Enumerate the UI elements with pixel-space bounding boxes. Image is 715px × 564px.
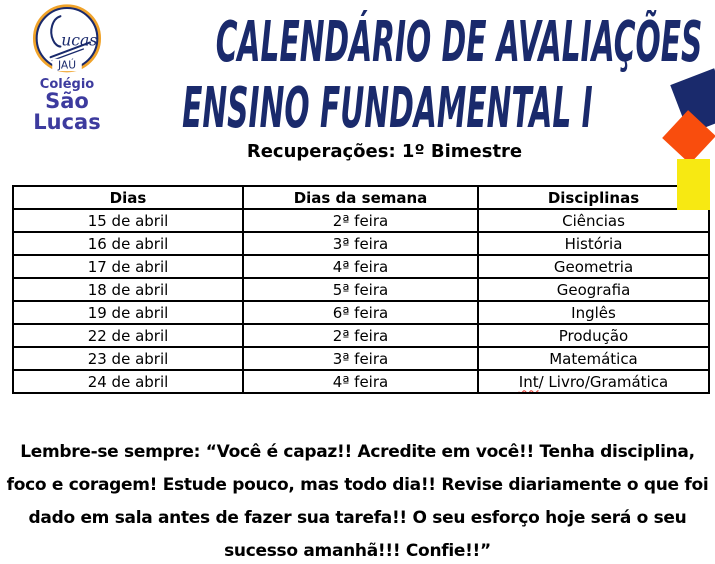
quote-line: foco e coragem! Estude pouco, mas todo d… xyxy=(6,475,709,495)
table-row: 24 de abril 4ª feira Int/ Livro/Gramátic… xyxy=(12,369,710,394)
quote-line: dado em sala antes de fazer sua tarefa!!… xyxy=(28,508,687,528)
cell-dia: 19 de abril xyxy=(12,300,244,325)
svg-text:ucas: ucas xyxy=(61,32,97,50)
table-row: 22 de abril 2ª feira Produção xyxy=(12,323,710,348)
table-row: 19 de abril 6ª feira Inglês xyxy=(12,300,710,325)
cell-dia: 18 de abril xyxy=(12,277,244,302)
cell-disciplina: História xyxy=(477,231,710,256)
logo-city-label: JAÚ xyxy=(57,59,76,72)
cell-dia-semana: 3ª feira xyxy=(242,346,479,371)
cell-disciplina-rest: / Livro/Gramática xyxy=(538,372,669,391)
column-header-dias-da-semana: Dias da semana xyxy=(242,185,479,210)
quote-line: Lembre-se sempre: “Você é capaz!! Acredi… xyxy=(20,442,695,462)
cell-dia-semana: 4ª feira xyxy=(242,369,479,394)
cell-disciplina: Ciências xyxy=(477,208,710,233)
column-header-dias: Dias xyxy=(12,185,244,210)
cell-dia-semana: 5ª feira xyxy=(242,277,479,302)
cell-disciplina: Geografia xyxy=(477,277,710,302)
cell-disciplina: Int/ Livro/Gramática xyxy=(477,369,710,394)
cell-dia-semana: 2ª feira xyxy=(242,208,479,233)
school-badge-icon: ucas JAÚ xyxy=(32,4,102,73)
logo-school-type: Colégio xyxy=(39,77,95,92)
cell-disciplina: Matemática xyxy=(477,346,710,371)
page-title-line1: CALENDÁRIO DE AVALIAÇÕES xyxy=(215,10,703,75)
table-row: 16 de abril 3ª feira História xyxy=(12,231,710,256)
cell-dia-semana: 4ª feira xyxy=(242,254,479,279)
cell-disciplina: Inglês xyxy=(477,300,710,325)
cell-disciplina: Geometria xyxy=(477,254,710,279)
subtitle-recuperacoes: Recuperações: 1º Bimestre xyxy=(246,141,523,162)
cell-disciplina: Produção xyxy=(477,323,710,348)
cell-dia: 24 de abril xyxy=(12,369,244,394)
cell-dia-semana: 6ª feira xyxy=(242,300,479,325)
cell-dia: 23 de abril xyxy=(12,346,244,371)
motivational-quote: Lembre-se sempre: “Você é capaz!! Acredi… xyxy=(0,436,715,564)
cell-dia-semana: 2ª feira xyxy=(242,323,479,348)
table-row: 15 de abril 2ª feira Ciências xyxy=(12,208,710,233)
cell-dia-semana: 3ª feira xyxy=(242,231,479,256)
table-row: 23 de abril 3ª feira Matemática xyxy=(12,346,710,371)
quote-line: sucesso amanhã!!! Confie!!” xyxy=(224,541,491,561)
cell-dia: 17 de abril xyxy=(12,254,244,279)
table-row: 18 de abril 5ª feira Geografia xyxy=(12,277,710,302)
spellchecked-word: Int xyxy=(518,372,539,391)
column-header-disciplinas: Disciplinas xyxy=(477,185,710,210)
cell-dia: 15 de abril xyxy=(12,208,244,233)
schedule-table: Dias Dias da semana Disciplinas 15 de ab… xyxy=(12,185,710,394)
cell-dia: 22 de abril xyxy=(12,323,244,348)
decor-yellow-rect xyxy=(677,159,710,210)
school-logo: ucas JAÚ Colégio São Lucas xyxy=(8,3,126,133)
cell-dia: 16 de abril xyxy=(12,231,244,256)
logo-school-name: São Lucas xyxy=(33,89,101,134)
page-title-line2: ENSINO FUNDAMENTAL I xyxy=(182,76,593,141)
table-row: 17 de abril 4ª feira Geometria xyxy=(12,254,710,279)
table-header-row: Dias Dias da semana Disciplinas xyxy=(12,185,710,210)
header-titles: CALENDÁRIO DE AVALIAÇÕES ENSINO FUNDAMEN… xyxy=(0,10,715,142)
